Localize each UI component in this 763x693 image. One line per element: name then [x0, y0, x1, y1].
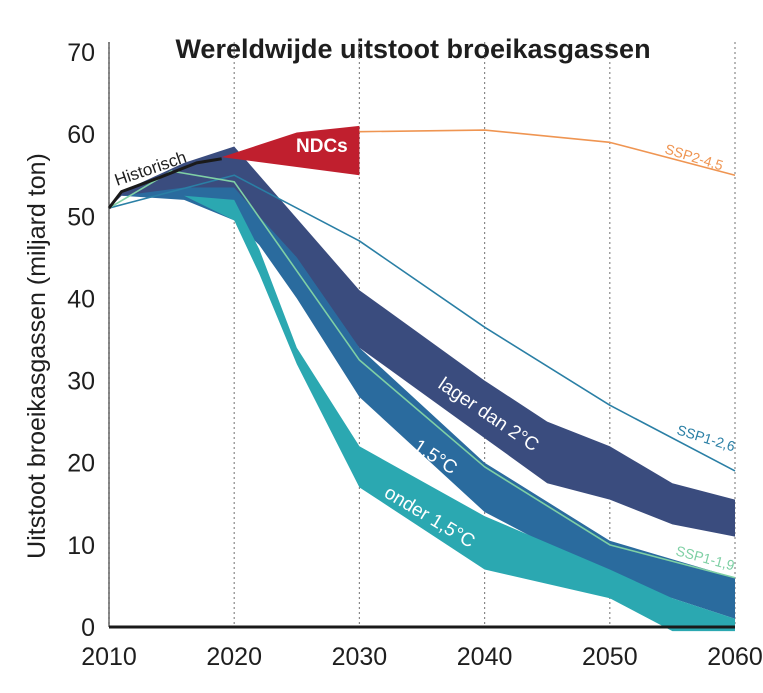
x-tick-2010: 2010 [81, 643, 137, 671]
y-tick-70: 70 [67, 39, 95, 67]
line-historical [107, 157, 222, 209]
x-tick-2040: 2040 [457, 643, 513, 671]
y-tick-30: 30 [67, 368, 95, 396]
y-tick-0: 0 [81, 614, 95, 642]
line-ssp1_26 [108, 174, 736, 472]
x-tick-2030: 2030 [332, 643, 388, 671]
y-tick-20: 20 [67, 450, 95, 478]
y-axis-label: Uitstoot broeikasgassen (miljard ton) [23, 153, 51, 559]
chart-title: Wereldwijde uitstoot broeikasgassen [175, 34, 650, 64]
scenario-bands [109, 125, 735, 632]
y-tick-10: 10 [67, 532, 95, 560]
scenario-lines [107, 129, 736, 579]
x-tick-2020: 2020 [206, 643, 262, 671]
band-ndc [221, 125, 360, 176]
band-band_15c [109, 187, 735, 619]
label-ssp2: SSP2-4,5 [663, 141, 725, 174]
line-ssp2 [359, 129, 736, 176]
y-tick-60: 60 [67, 121, 95, 149]
y-tick-40: 40 [67, 285, 95, 313]
axes [108, 42, 735, 629]
grid-lines [108, 42, 736, 627]
x-tick-2050: 2050 [582, 643, 638, 671]
band-band_2c [109, 146, 735, 537]
line-ssp1_19 [108, 170, 736, 579]
y-tick-50: 50 [67, 203, 95, 231]
label-ssp1-26: SSP1-2,6 [675, 422, 737, 455]
label-ndcs: NDCs [296, 136, 348, 157]
x-tick-2060: 2060 [707, 643, 763, 671]
